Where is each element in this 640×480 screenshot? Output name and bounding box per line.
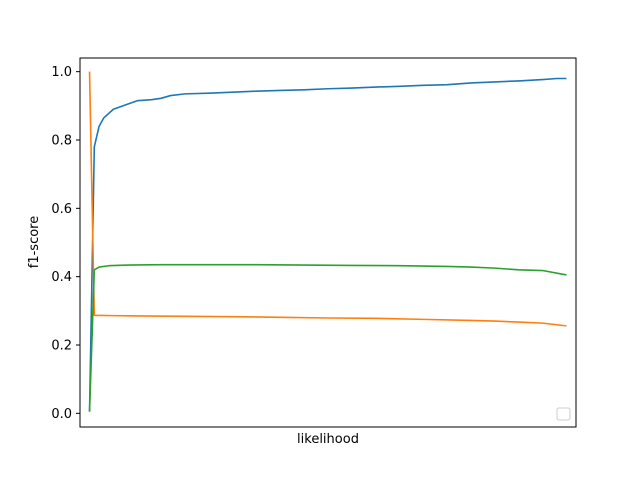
series-line-2	[88, 71, 567, 327]
legend-box	[556, 407, 571, 421]
y-axis-label: f1-score	[27, 216, 42, 268]
y-tick-label: 0.6	[51, 202, 72, 217]
y-tick-label: 1.0	[51, 65, 72, 80]
y-tick-label: 0.2	[51, 339, 72, 354]
series-line-1	[88, 77, 567, 412]
series-line-3	[88, 263, 567, 412]
y-tick-label: 0.8	[51, 134, 72, 149]
y-tick-label: 0.4	[51, 270, 72, 285]
y-tick-label: 0.0	[51, 407, 72, 422]
series-group	[88, 71, 567, 412]
y-axis-ticks: 0.0 0.2 0.4 0.6 0.8 1.0	[51, 65, 80, 422]
x-axis-label: likelihood	[297, 432, 359, 447]
plot-frame	[79, 57, 577, 428]
